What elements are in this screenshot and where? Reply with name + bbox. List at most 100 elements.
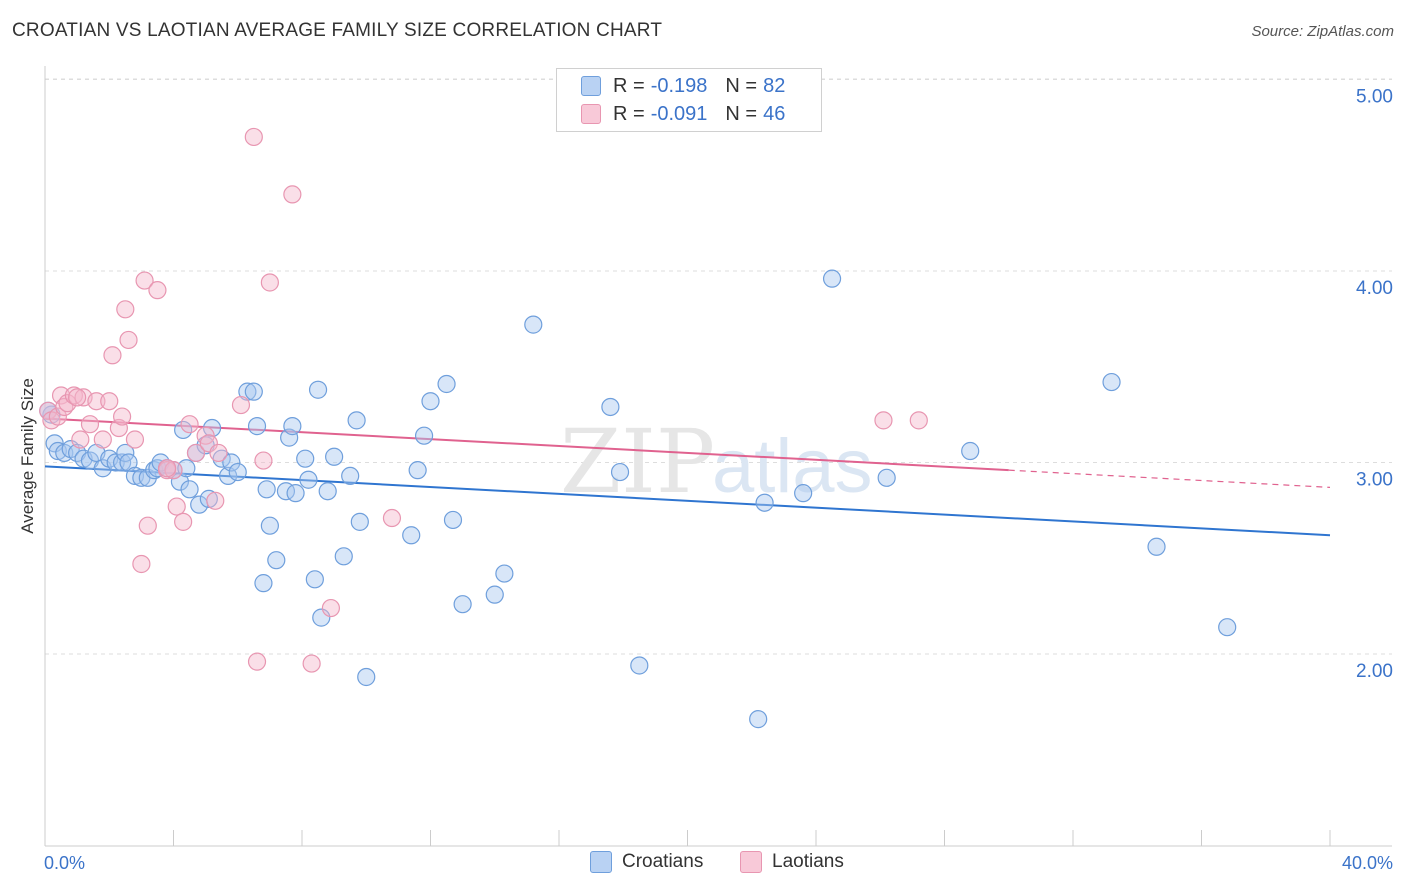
trend-line-laotians-extension [1008,469,1331,488]
croatians-swatch [581,76,601,96]
point-croatians [495,564,514,583]
point-laotians [71,430,90,449]
point-laotians [209,443,228,463]
point-laotians [93,430,112,449]
point-laotians [186,443,206,463]
legend-label-croatians: Croatians [622,851,704,872]
point-laotians [231,395,251,415]
point-croatians [318,482,337,501]
point-croatians [116,443,135,463]
point-laotians [174,512,193,531]
point-laotians [132,554,151,574]
point-croatians [341,466,360,486]
point-croatians [180,480,199,499]
y-tick-label: 4.00 [1356,278,1393,299]
point-croatians [325,447,344,466]
point-croatians [755,493,774,512]
point-croatians [280,428,299,447]
point-laotians [112,407,132,426]
point-croatians [347,411,366,430]
point-croatians [334,547,353,566]
grid-lines [45,78,1392,655]
point-laotians [125,430,145,449]
source-label: Source: ZipAtlas.com [1251,23,1394,40]
point-croatians [199,489,218,508]
point-laotians [874,411,893,430]
r-value-laotians: -0.091 [650,102,708,125]
n-label: N = [725,74,758,97]
point-croatians [305,570,324,589]
tick-labels: 2.00 3.00 4.00 5.00 0.0% 40.0% [44,87,1393,874]
n-value-laotians: 46 [763,102,786,125]
point-croatians [357,667,376,687]
point-laotians [260,273,279,292]
point-croatians [961,441,980,461]
point-laotians [116,300,135,319]
point-croatians [312,608,331,627]
y-tick-label: 2.00 [1356,661,1393,682]
point-laotians [100,392,119,411]
point-croatians [286,484,305,503]
point-laotians [909,411,928,430]
legend-item-laotians: Laotians [740,851,844,873]
point-croatians [524,315,543,334]
point-croatians [222,453,241,472]
point-laotians [138,516,157,535]
x-tick-label-min: 0.0% [44,853,85,873]
point-laotians [87,392,106,411]
correlation-legend: R = -0.198 N = 82 R = -0.091 N = 46 [556,68,822,132]
point-croatians [443,510,463,530]
y-tick-label: 3.00 [1356,470,1393,491]
legend-row-laotians: R = -0.091 N = 46 [581,101,785,127]
point-croatians [437,374,456,394]
r-label: R = [613,102,645,125]
point-laotians [80,415,100,434]
point-croatians [299,470,318,489]
point-croatians [1147,537,1166,556]
point-croatians [212,449,231,468]
watermark-atlas: atlas [712,424,873,509]
point-croatians [219,466,238,486]
point-croatians [822,269,842,288]
point-croatians [1218,618,1237,637]
point-laotians [382,508,402,528]
point-croatians [877,468,896,487]
point-laotians [247,652,267,671]
point-croatians [228,462,247,482]
laotians-swatch [581,104,601,124]
laotians-legend-swatch [740,851,762,873]
point-croatians [630,656,649,675]
point-laotians [109,418,128,438]
point-laotians [103,346,122,365]
point-laotians [135,271,154,290]
point-croatians [283,417,302,436]
point-croatians [267,551,286,570]
point-laotians [48,407,67,426]
point-laotians [199,434,218,453]
point-croatians [408,461,427,480]
legend-item-croatians: Croatians [590,851,703,873]
point-laotians [164,461,183,480]
point-laotians [244,127,263,147]
point-laotians [119,330,138,350]
point-laotians [68,388,87,407]
point-croatians [794,484,813,503]
y-tick-label: 5.00 [1356,87,1393,108]
chart-title: CROATIAN VS LAOTIAN AVERAGE FAMILY SIZE … [12,20,663,41]
point-croatians [601,397,620,417]
point-croatians [106,453,125,472]
r-value-croatians: -0.198 [650,74,708,97]
point-laotians [157,459,177,478]
point-croatians [260,516,279,535]
point-croatians [402,526,421,545]
point-laotians [302,654,321,673]
r-label: R = [613,74,645,97]
point-croatians [421,392,440,411]
point-croatians [308,380,328,399]
point-laotians [180,415,199,434]
point-croatians [244,382,263,401]
axes [44,66,1392,847]
point-croatians [749,710,768,729]
